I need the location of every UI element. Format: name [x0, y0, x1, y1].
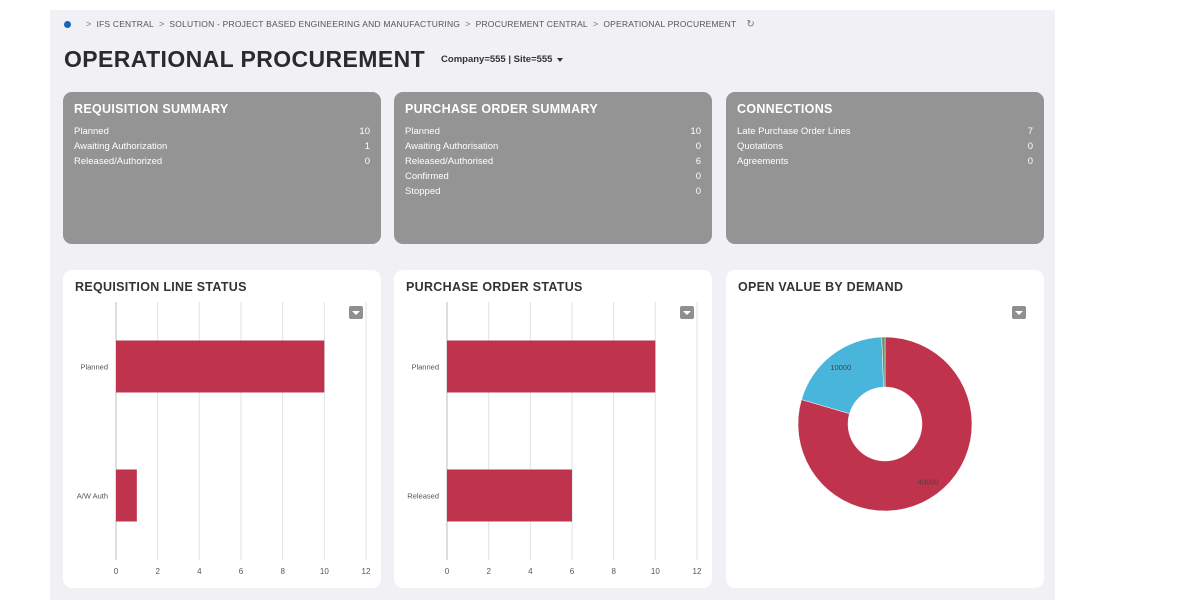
donut-slice — [797, 336, 973, 512]
category-label: Planned — [80, 363, 108, 372]
row-label: Released/Authorised — [405, 156, 494, 167]
row-value: 0 — [695, 141, 701, 152]
summary-row[interactable]: Quotations 0 — [737, 139, 1033, 154]
x-tick-label: 4 — [197, 567, 202, 576]
bar — [116, 469, 137, 522]
breadcrumb-item-solution[interactable]: SOLUTION - PROJECT BASED ENGINEERING AND… — [169, 19, 461, 29]
chart-menu-button[interactable] — [680, 306, 694, 319]
x-tick-label: 6 — [239, 567, 244, 576]
row-value: 1 — [364, 141, 370, 152]
chevron-right-icon: > — [592, 19, 599, 29]
row-value: 0 — [695, 171, 701, 182]
donut-slice — [801, 336, 884, 414]
page-title: OPERATIONAL PROCUREMENT — [64, 46, 426, 72]
caret-down-icon — [557, 57, 564, 62]
summary-row[interactable]: Agreements 0 — [737, 154, 1033, 169]
row-value: 6 — [695, 156, 701, 167]
summary-row[interactable]: Released/Authorised 6 — [405, 154, 701, 169]
card-title: CONNECTIONS — [737, 102, 833, 116]
chart-menu-button[interactable] — [349, 306, 363, 319]
category-label: Planned — [411, 363, 439, 372]
x-tick-label: 10 — [320, 567, 329, 576]
chevron-down-icon — [1015, 310, 1023, 315]
row-label: Planned — [405, 126, 440, 137]
breadcrumb-item-ifs-central[interactable]: IFS CENTRAL — [96, 19, 154, 29]
chevron-down-icon — [352, 310, 360, 315]
row-label: Stopped — [405, 186, 441, 197]
x-tick-label: 8 — [280, 567, 285, 576]
row-label: Late Purchase Order Lines — [737, 126, 851, 137]
chart-menu-button[interactable] — [1012, 306, 1026, 319]
x-tick-label: 12 — [693, 567, 702, 576]
bar — [116, 340, 325, 393]
summary-row[interactable]: Planned 10 — [405, 124, 701, 139]
category-label: Released — [407, 492, 439, 501]
context-label: Company=555 | Site=555 — [441, 54, 553, 65]
requisition-summary-card[interactable]: REQUISITION SUMMARY Planned 10 Awaiting A… — [63, 92, 381, 244]
breadcrumb-item-procurement-central[interactable]: PROCUREMENT CENTRAL — [475, 19, 588, 29]
breadcrumb-item-operational-procurement: OPERATIONAL PROCUREMENT — [603, 19, 737, 29]
summary-row[interactable]: Late Purchase Order Lines 7 — [737, 124, 1033, 139]
home-icon[interactable] — [64, 20, 71, 28]
x-tick-label: 8 — [611, 567, 616, 576]
row-value: 0 — [1027, 156, 1033, 167]
x-tick-label: 12 — [362, 567, 371, 576]
x-tick-label: 2 — [155, 567, 160, 576]
bar — [447, 340, 656, 393]
slice-label: 40000 — [918, 478, 939, 487]
row-label: Planned — [74, 126, 109, 137]
breadcrumb: > IFS CENTRAL > SOLUTION - PROJECT BASED… — [64, 17, 755, 31]
x-tick-label: 6 — [570, 567, 575, 576]
row-value: 10 — [690, 126, 701, 137]
refresh-icon[interactable]: ↻ — [746, 18, 755, 30]
open-value-by-demand-chart: 40000 10000 — [797, 336, 973, 512]
chevron-down-icon — [683, 310, 691, 315]
chart-title: OPEN VALUE BY DEMAND — [738, 280, 904, 294]
purchase-order-status-card: PURCHASE ORDER STATUS 0 2 4 6 8 10 12 Planned Re… — [394, 270, 712, 588]
card-title: PURCHASE ORDER SUMMARY — [405, 102, 598, 116]
row-value: 0 — [364, 156, 370, 167]
chevron-right-icon: > — [158, 19, 165, 29]
row-label: Agreements — [737, 156, 789, 167]
summary-row[interactable]: Planned 10 — [74, 124, 370, 139]
row-value: 10 — [359, 126, 370, 137]
row-value: 7 — [1027, 126, 1033, 137]
requisition-line-status-chart: 0 2 4 6 8 10 12 Planned A/W Auth — [77, 302, 371, 576]
purchase-order-status-chart: 0 2 4 6 8 10 12 Planned Released — [407, 302, 702, 576]
category-label: A/W Auth — [77, 492, 108, 501]
chart-title: PURCHASE ORDER STATUS — [406, 280, 583, 294]
x-tick-label: 4 — [528, 567, 533, 576]
chart-title: REQUISITION LINE STATUS — [75, 280, 247, 294]
row-label: Confirmed — [405, 171, 449, 182]
row-value: 0 — [1027, 141, 1033, 152]
row-value: 0 — [695, 186, 701, 197]
slice-label: 10000 — [830, 363, 851, 372]
summary-row[interactable]: Awaiting Authorisation 0 — [405, 139, 701, 154]
summary-row[interactable]: Stopped 0 — [405, 184, 701, 199]
x-tick-label: 2 — [486, 567, 491, 576]
row-label: Quotations — [737, 141, 783, 152]
purchase-order-summary-card[interactable]: PURCHASE ORDER SUMMARY Planned 10 Awaitin… — [394, 92, 712, 244]
row-label: Released/Authorized — [74, 156, 163, 167]
chevron-right-icon: > — [86, 19, 92, 29]
bar — [447, 469, 572, 522]
requisition-line-status-card: REQUISITION LINE STATUS 0 2 4 6 8 10 12 Planned… — [63, 270, 381, 588]
row-label: Awaiting Authorization — [74, 141, 168, 152]
summary-row[interactable]: Released/Authorized 0 — [74, 154, 370, 169]
x-tick-label: 10 — [651, 567, 660, 576]
card-title: REQUISITION SUMMARY — [74, 102, 229, 116]
summary-row[interactable]: Confirmed 0 — [405, 169, 701, 184]
connections-card[interactable]: CONNECTIONS Late Purchase Order Lines 7 Q… — [726, 92, 1044, 244]
chevron-right-icon: > — [465, 19, 471, 29]
x-tick-label: 0 — [445, 567, 450, 576]
context-selector[interactable]: Company=555 | Site=555 — [441, 54, 564, 65]
donut-slice — [881, 336, 886, 388]
open-value-by-demand-card: OPEN VALUE BY DEMAND 40000 10000 — [726, 270, 1044, 588]
x-tick-label: 0 — [114, 567, 119, 576]
row-label: Awaiting Authorisation — [405, 141, 499, 152]
summary-row[interactable]: Awaiting Authorization 1 — [74, 139, 370, 154]
